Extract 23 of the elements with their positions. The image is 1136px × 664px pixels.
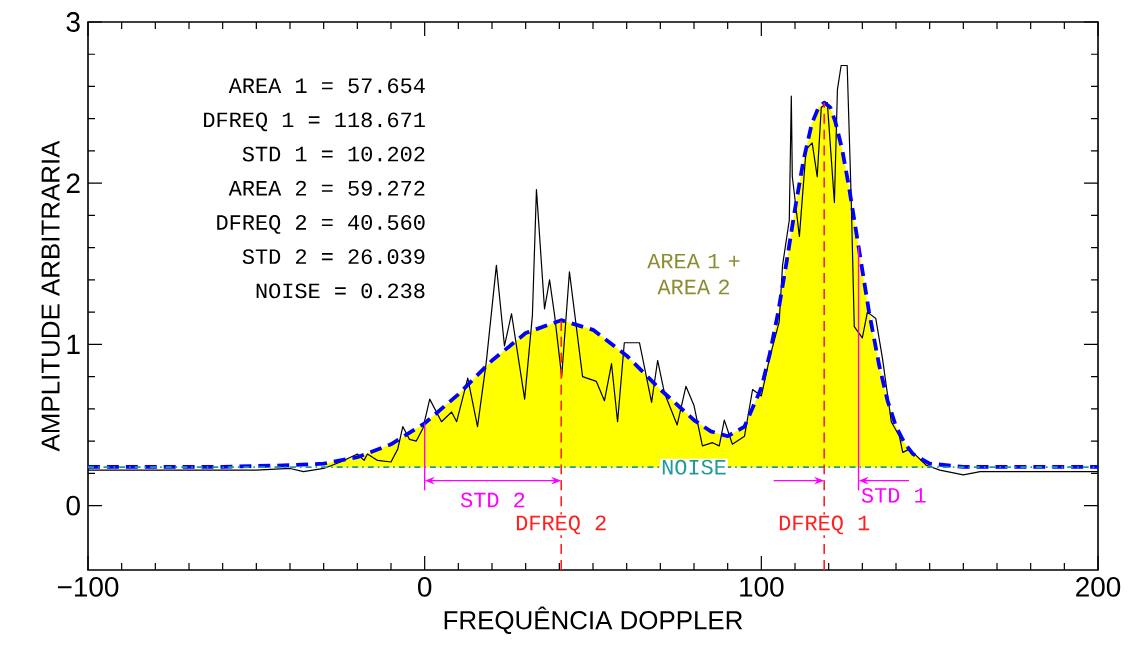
y-axis-title: AMPLITUDE ARBITRARIA (41, 140, 60, 452)
x-tick-label: 100 (740, 577, 784, 597)
y-tick-label: 0 (66, 495, 80, 516)
ref-line-label: NOISE (662, 459, 726, 475)
y-tick-label: 3 (66, 12, 80, 32)
ref-line-label: DFREQ 2 (516, 515, 606, 535)
annotation: DFREQ 1 = 118.671 (204, 112, 425, 132)
ref-line-label: STD 1 (861, 487, 926, 503)
annotation: AREA 2 = 59.272 (228, 180, 425, 196)
annotation: NOISE = 0.238 (256, 283, 425, 299)
x-axis-title: FREQUÊNCIA DOPPLER (444, 606, 743, 635)
x-tick-label: −100 (57, 577, 119, 597)
annotation: STD 1 = 10.202 (242, 146, 425, 162)
annotation: AREA 1 + AREA 2 (647, 253, 740, 295)
x-tick-label: 0 (418, 577, 432, 597)
ref-line-label: STD 2 (460, 492, 525, 508)
y-tick-label: 2 (66, 173, 80, 193)
annotation: STD 2 = 26.039 (242, 249, 425, 265)
annotation: DFREQ 2 = 40.560 (217, 215, 425, 234)
y-tick-label: 1 (67, 334, 80, 354)
annotation: AREA 1 = 57.654 (228, 78, 425, 94)
x-tick-label: 200 (1076, 577, 1121, 597)
ref-line-label: DFREQ 1 (779, 515, 870, 535)
